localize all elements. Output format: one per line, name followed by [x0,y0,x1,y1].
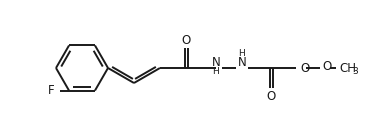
Text: O: O [322,60,332,74]
Text: 3: 3 [352,67,358,75]
Text: O: O [267,90,276,103]
Text: H: H [239,50,245,59]
Text: N: N [212,56,220,70]
Text: H: H [212,67,220,76]
Text: N: N [238,56,246,70]
Text: O: O [182,34,191,47]
Text: O: O [300,62,309,75]
Text: CH: CH [339,62,356,75]
Text: F: F [48,84,55,97]
